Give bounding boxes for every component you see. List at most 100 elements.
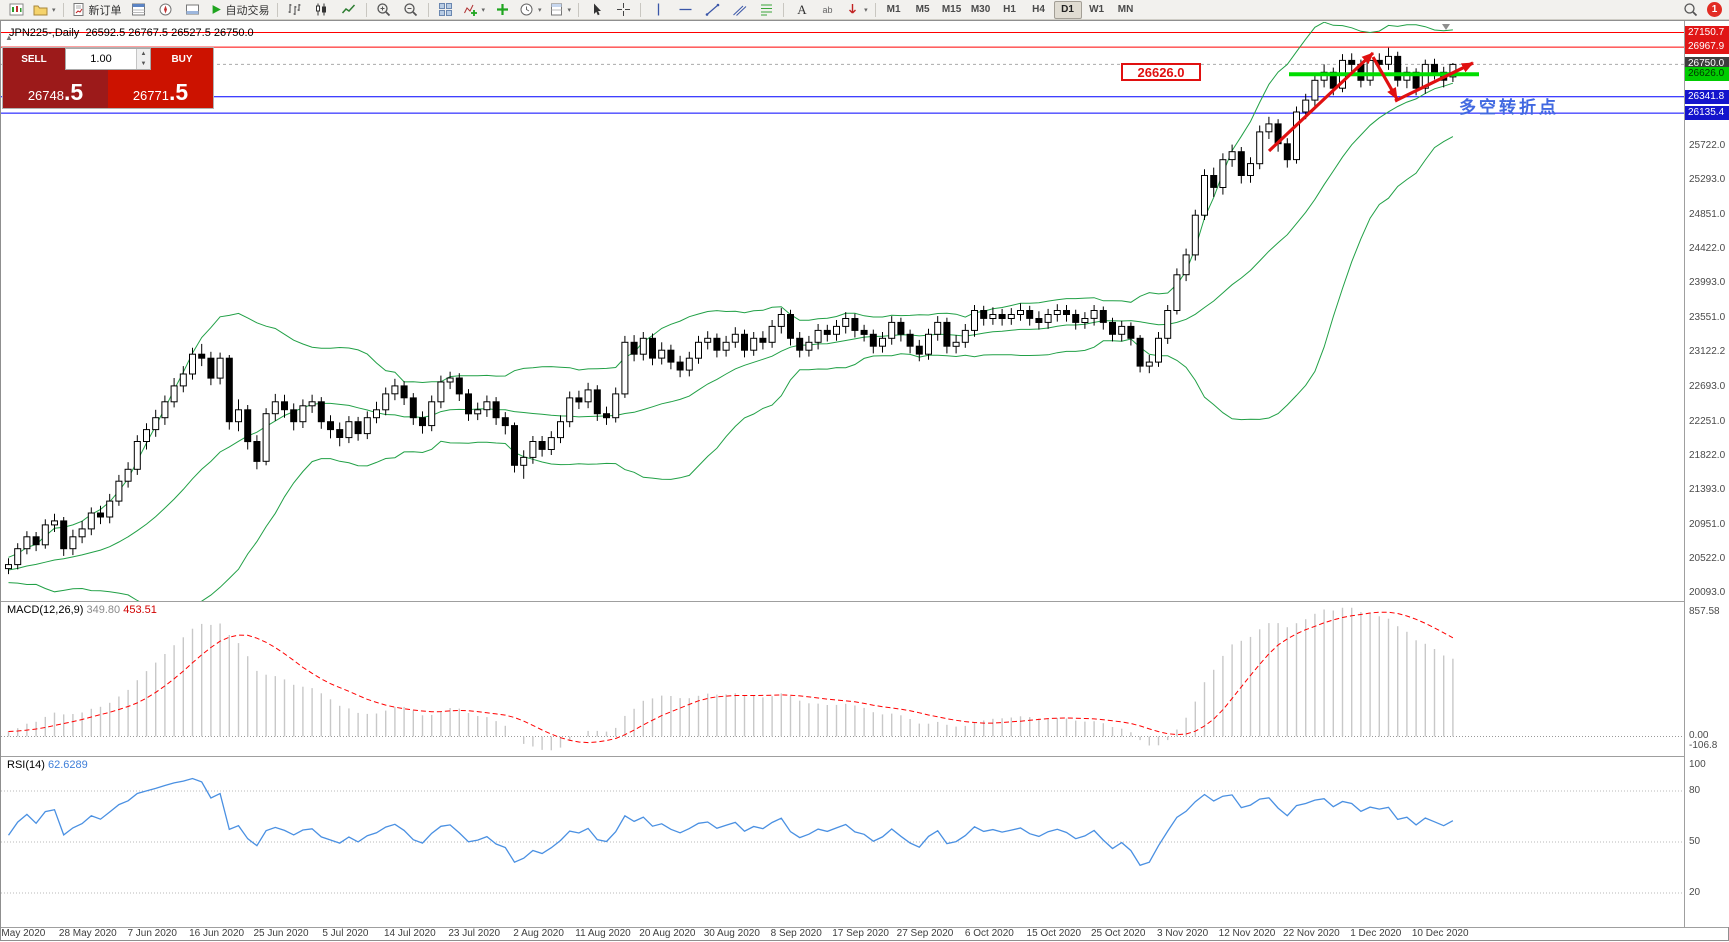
line-chart-button[interactable] — [336, 0, 362, 20]
templates-button[interactable]: ▾ — [546, 0, 575, 20]
timeframe-m30-button[interactable]: M30 — [970, 4, 991, 15]
pane-separator[interactable] — [1, 927, 1728, 928]
volume-value[interactable]: 1.00 — [90, 53, 112, 65]
timeframe-w1-button[interactable]: W1 — [1089, 4, 1105, 15]
pane-separator[interactable] — [1, 756, 1728, 757]
profiles-button[interactable]: ▾ — [30, 0, 59, 20]
chevron-down-icon: ▾ — [567, 6, 572, 14]
price-tag: 26967.9 — [1685, 40, 1729, 55]
terminal-button[interactable] — [180, 0, 206, 20]
price-tag: 26341.8 — [1685, 89, 1729, 104]
volume-down-icon[interactable]: ▼ — [137, 59, 150, 69]
trend-arrow[interactable] — [1394, 61, 1474, 103]
ohlc-summary: 26592.5 26767.5 26527.5 26750.0 — [85, 27, 254, 39]
rsi-pane[interactable] — [1, 777, 1684, 894]
candles-layer[interactable] — [5, 47, 1457, 575]
vertical-line-button[interactable] — [645, 0, 671, 20]
toolbar-separator — [62, 2, 64, 17]
chart-canvas[interactable] — [1, 21, 1684, 942]
date-label: 25 Oct 2020 — [1090, 928, 1146, 939]
date-label: 14 Jul 2020 — [383, 928, 436, 939]
price-axis-tick: 22693.0 — [1689, 380, 1726, 392]
indicators-button[interactable]: ▾ — [460, 0, 489, 20]
volume-up-icon[interactable]: ▲ — [137, 49, 150, 59]
trend-arrow[interactable] — [1267, 51, 1375, 153]
tile-windows-button[interactable] — [433, 0, 459, 20]
date-label: 17 Sep 2020 — [832, 928, 889, 939]
add-indicator-button[interactable] — [489, 0, 515, 20]
zoom-in-button[interactable] — [371, 0, 397, 20]
channel-button[interactable] — [726, 0, 752, 20]
timeframe-d1-button[interactable]: D1 — [1053, 0, 1082, 19]
search-button[interactable] — [1677, 0, 1703, 20]
price-callout[interactable]: 26626.0 — [1121, 63, 1201, 81]
buy-price-button[interactable]: 26771 .5 — [108, 70, 213, 108]
bar-chart-button[interactable] — [282, 0, 308, 20]
clock-icon — [520, 3, 533, 16]
macd-label: MACD(12,26,9) 349.80 453.51 — [7, 604, 157, 616]
toolbar-separator — [874, 2, 876, 17]
volume-stepper[interactable]: 1.00 ▲ ▼ — [65, 48, 151, 70]
text-button[interactable]: A — [788, 0, 814, 20]
profiles-folder-icon — [33, 5, 48, 16]
notification-badge[interactable]: 1 — [1707, 2, 1722, 17]
text-icon: A — [797, 2, 807, 17]
rsi-name: RSI(14) — [7, 759, 45, 771]
timeframe-m1-button[interactable]: M1 — [886, 4, 901, 15]
date-label: 12 Nov 2020 — [1218, 928, 1276, 939]
candlestick-icon — [316, 3, 327, 16]
timeframe-m15-button[interactable]: M15 — [941, 4, 962, 15]
chart-shift-marker[interactable] — [1442, 24, 1450, 30]
macd-pane[interactable] — [1, 607, 1684, 751]
date-label: 16 Jun 2020 — [189, 928, 245, 939]
price-axis-tick: 24851.0 — [1689, 209, 1726, 221]
timeframe-m5-button[interactable]: M5 — [915, 4, 930, 15]
cursor-button[interactable] — [583, 0, 609, 20]
fibonacci-button[interactable] — [753, 0, 779, 20]
date-label: 20 Aug 2020 — [639, 928, 696, 939]
template-icon — [550, 3, 562, 16]
timeframe-h4-button[interactable]: H4 — [1032, 4, 1045, 15]
auto-trading-button[interactable]: 自动交易 — [207, 0, 273, 20]
text-label-button[interactable]: ab — [815, 0, 841, 20]
vertical-line-icon — [657, 3, 659, 16]
navigator-button[interactable] — [153, 0, 179, 20]
new-order-button[interactable]: 新订单 — [68, 0, 125, 20]
turning-point-label[interactable]: 多空转折点 — [1459, 98, 1559, 117]
panel-collapse-icon[interactable]: ▲ — [5, 33, 13, 42]
new-order-icon — [73, 3, 84, 16]
pane-separator[interactable] — [1, 601, 1728, 602]
periods-button[interactable]: ▾ — [516, 0, 545, 20]
rsi-axis-label: 80 — [1689, 785, 1701, 796]
horizontal-line-button[interactable] — [672, 0, 698, 20]
zoom-out-button[interactable] — [398, 0, 424, 20]
buy-button[interactable]: BUY — [151, 48, 213, 70]
macd-signal-line — [8, 611, 1454, 744]
chart-window[interactable]: 25722.0 25293.0 24851.0 24422.0 23993.0 23551… — [0, 20, 1729, 941]
market-watch-button[interactable] — [126, 0, 152, 20]
rsi-axis-label: 100 — [1689, 759, 1706, 770]
new-chart-button[interactable] — [3, 0, 29, 20]
date-axis[interactable]: May 2020 28 May 2020 7 Jun 2020 16 Jun 2020… — [1, 928, 1684, 941]
price-pane[interactable] — [1, 22, 1684, 608]
timeframe-mn-button[interactable]: MN — [1117, 4, 1134, 15]
macd-signal-value: 453.51 — [123, 604, 157, 616]
trendline-button[interactable] — [699, 0, 725, 20]
crosshair-button[interactable] — [610, 0, 636, 20]
timeframe-h1-button[interactable]: H1 — [1003, 4, 1016, 15]
date-label: 6 Oct 2020 — [964, 928, 1014, 939]
chevron-down-icon: ▾ — [52, 6, 56, 14]
date-label: 28 May 2020 — [58, 928, 117, 939]
sell-button[interactable]: SELL — [3, 48, 65, 70]
arrows-button[interactable]: ▾ — [842, 0, 871, 20]
candlestick-chart-button[interactable] — [309, 0, 335, 20]
price-tag: 26626.0 — [1685, 67, 1729, 82]
sell-price-button[interactable]: 26748 .5 — [3, 70, 108, 108]
new-chart-icon — [9, 3, 23, 16]
price-axis[interactable]: 25722.0 25293.0 24851.0 24422.0 23993.0 23551… — [1684, 21, 1729, 927]
trend-arrow[interactable] — [1371, 56, 1399, 100]
macd-main-value: 349.80 — [86, 604, 121, 616]
price-axis-tick: 24422.0 — [1689, 243, 1726, 255]
chevron-down-icon: ▾ — [481, 6, 486, 14]
channel-icon — [732, 5, 746, 16]
